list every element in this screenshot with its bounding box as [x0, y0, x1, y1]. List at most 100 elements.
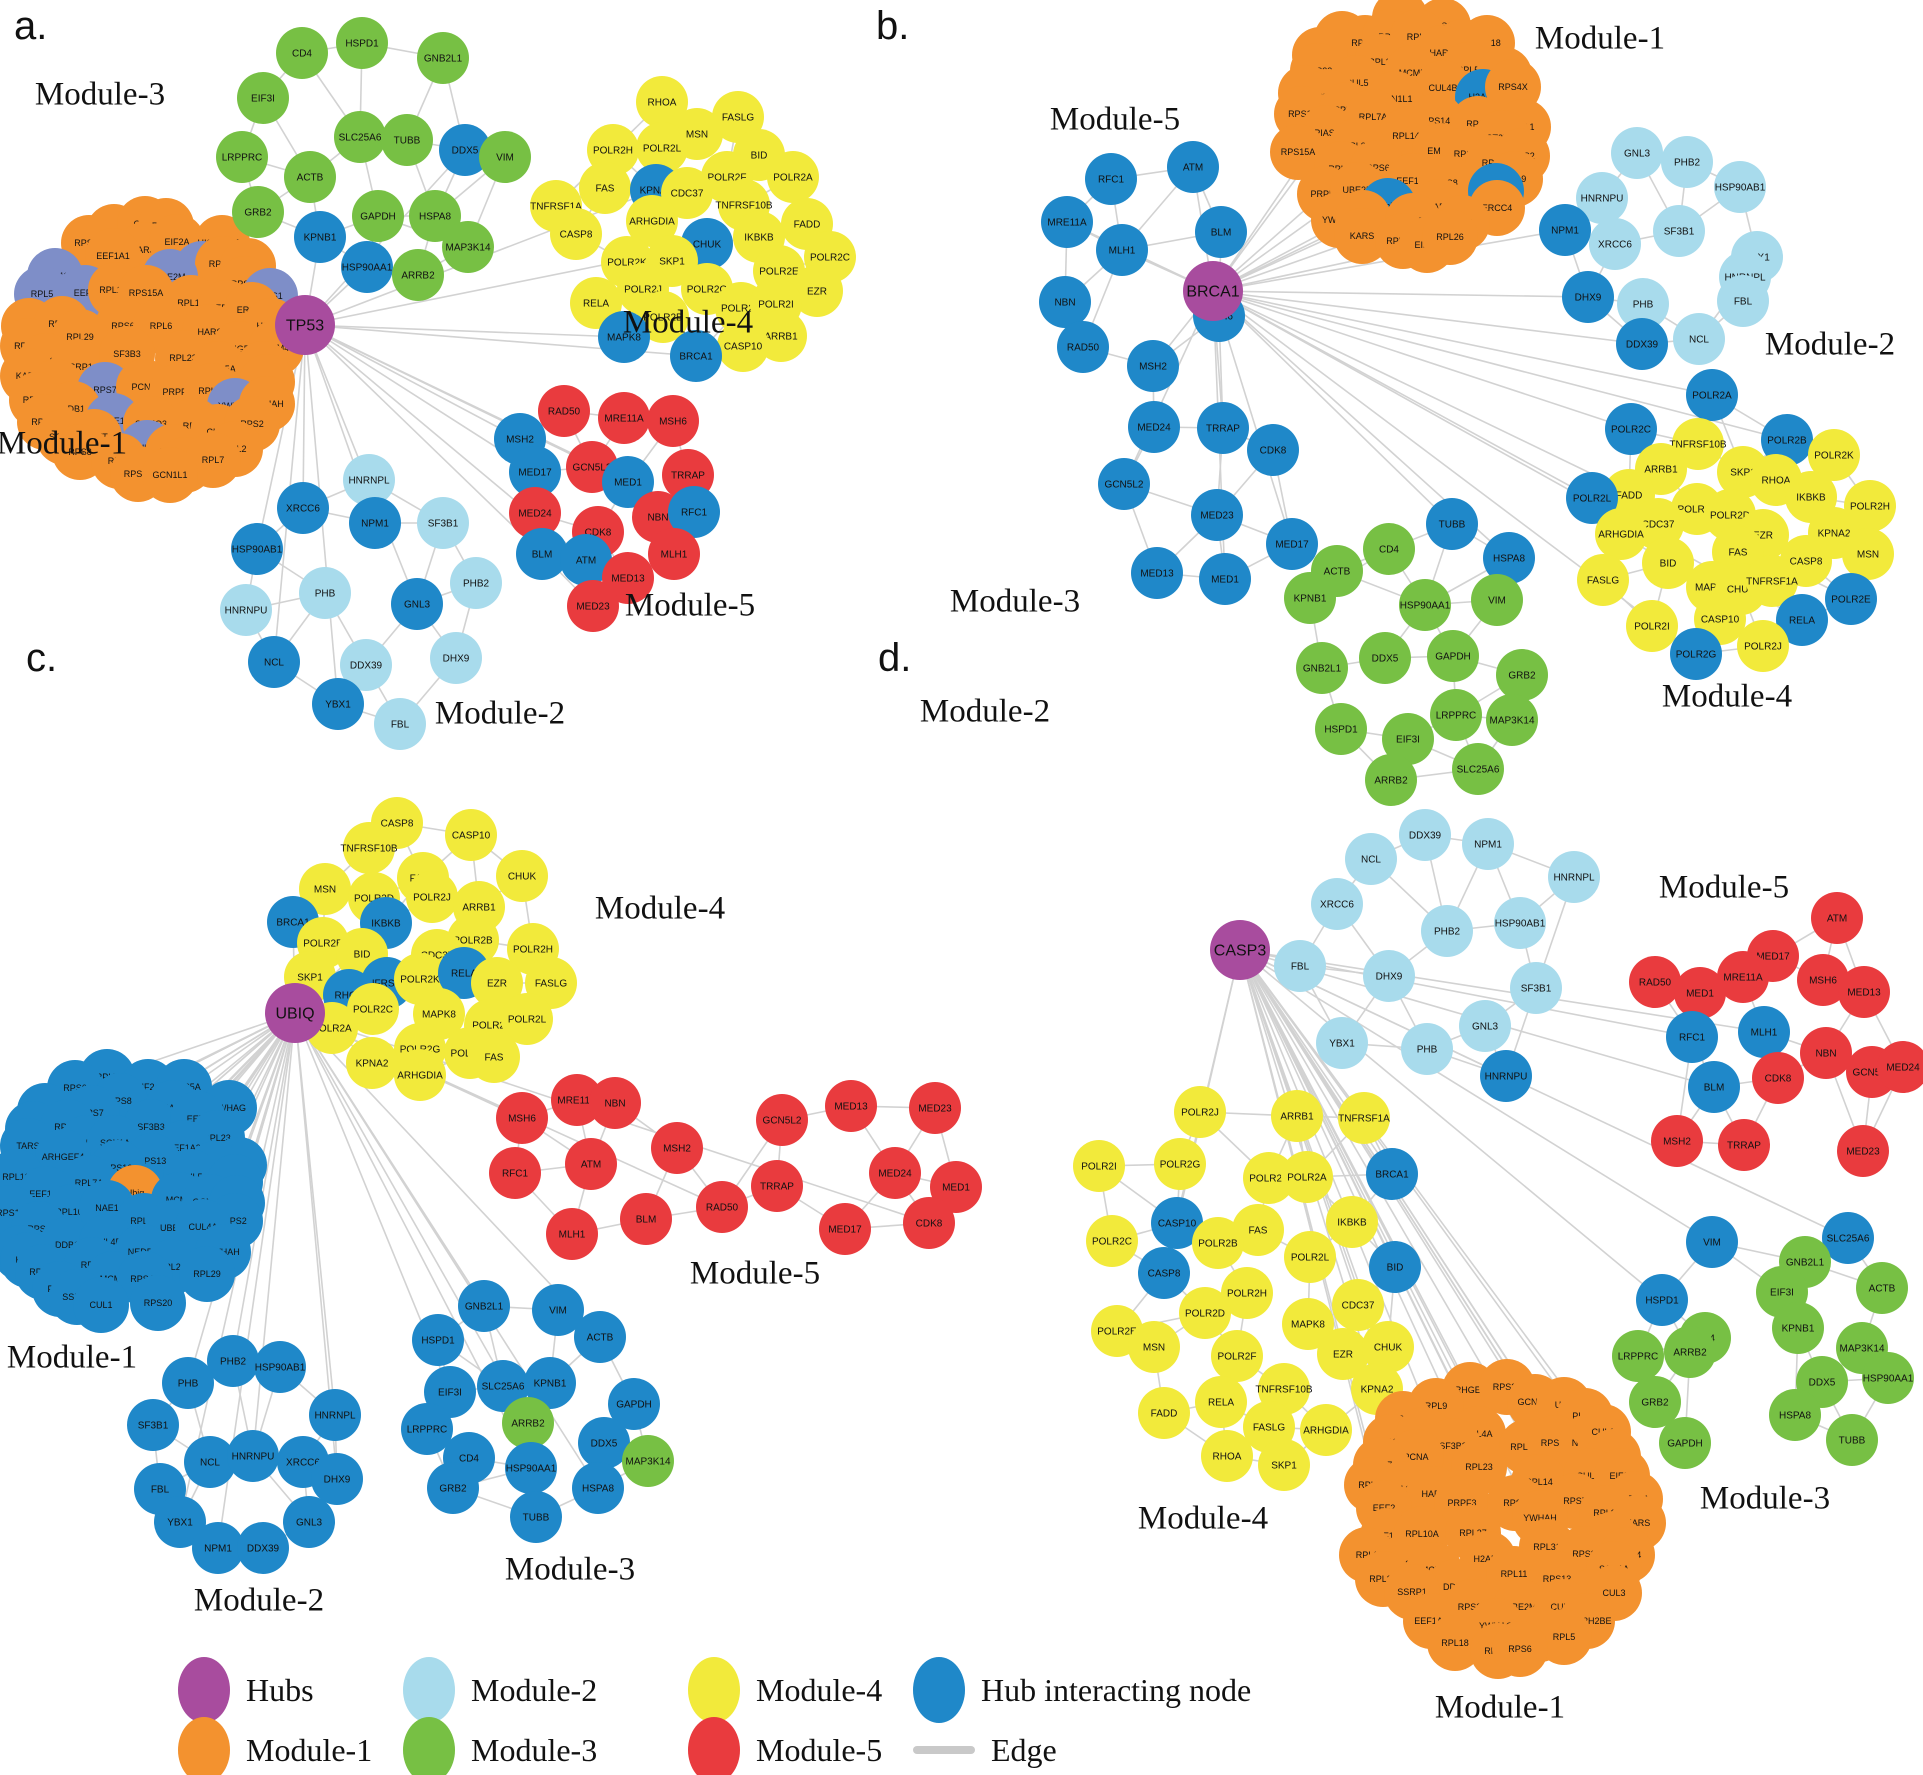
node-gnb2l1[interactable] [458, 1280, 510, 1332]
node-rela[interactable] [1776, 594, 1828, 646]
node-dhx9[interactable] [1363, 950, 1415, 1002]
node-tubb[interactable] [381, 114, 433, 166]
node-ybx1[interactable] [154, 1496, 206, 1548]
node-msh2[interactable] [1127, 340, 1179, 392]
node-rhoa[interactable] [636, 76, 688, 128]
node-gcn1l1[interactable] [142, 447, 198, 503]
node-polr2j[interactable] [1737, 620, 1789, 672]
node-polr2j[interactable] [406, 871, 458, 923]
node-faslg[interactable] [1577, 554, 1629, 606]
node-brca1[interactable] [1366, 1148, 1418, 1200]
node-gnl3[interactable] [283, 1496, 335, 1548]
node-sf3b1[interactable] [127, 1399, 179, 1451]
node-polr2k[interactable] [1243, 1152, 1295, 1204]
node-polr2a[interactable] [1686, 369, 1738, 421]
node-rpl7[interactable] [185, 432, 241, 488]
node-blm[interactable] [516, 528, 568, 580]
node-msh2[interactable] [1651, 1115, 1703, 1167]
node-arrb2[interactable] [392, 249, 444, 301]
node-cd4[interactable] [276, 27, 328, 79]
node-phb2[interactable] [207, 1335, 259, 1387]
node-hsp90aa1[interactable] [341, 241, 393, 293]
node-kars[interactable] [1334, 208, 1390, 264]
node-ybx1[interactable] [1316, 1017, 1368, 1069]
node-mapk8[interactable] [598, 311, 650, 363]
node-tubb[interactable] [510, 1491, 562, 1543]
node-phb2[interactable] [1421, 905, 1473, 957]
node-ncl[interactable] [248, 636, 300, 688]
node-rfc1[interactable] [489, 1147, 541, 1199]
node-med24[interactable] [869, 1147, 921, 1199]
node-blm[interactable] [1688, 1061, 1740, 1113]
node-xrcc6[interactable] [1589, 218, 1641, 270]
node-gapdh[interactable] [1427, 630, 1479, 682]
node-gnb2l1[interactable] [1296, 642, 1348, 694]
node-npm1[interactable] [1539, 204, 1591, 256]
node-polr2c[interactable] [347, 983, 399, 1035]
node-ddx39[interactable] [237, 1522, 289, 1574]
node-blm[interactable] [1195, 206, 1247, 258]
node-med23[interactable] [1191, 489, 1243, 541]
node-mlh1[interactable] [546, 1208, 598, 1260]
node-polr2l[interactable] [501, 993, 553, 1045]
node-msh2[interactable] [651, 1122, 703, 1174]
node-hnrnpl[interactable] [1548, 851, 1600, 903]
node-arhgdia[interactable] [1300, 1404, 1352, 1456]
node-polr2l[interactable] [636, 122, 688, 174]
node-ezr[interactable] [1317, 1328, 1369, 1380]
node-rad50[interactable] [1057, 321, 1109, 373]
node-ddx5[interactable] [1359, 632, 1411, 684]
node-med23[interactable] [1837, 1125, 1889, 1177]
node-tnfrsf1a[interactable] [1746, 555, 1798, 607]
node-casp8[interactable] [1138, 1247, 1190, 1299]
node-med1[interactable] [1674, 967, 1726, 1019]
node-phb[interactable] [299, 567, 351, 619]
node-eif3i[interactable] [237, 72, 289, 124]
node-hnrnpu[interactable] [1480, 1050, 1532, 1102]
node-mre11a[interactable] [1041, 196, 1093, 248]
node-mre11a[interactable] [598, 392, 650, 444]
node-med17[interactable] [819, 1203, 871, 1255]
node-hnrnpl[interactable] [309, 1389, 361, 1441]
node-ddx5[interactable] [439, 124, 491, 176]
node-rad50[interactable] [696, 1181, 748, 1233]
node-rpl29[interactable] [179, 1246, 235, 1302]
node-rela[interactable] [1195, 1376, 1247, 1428]
node-fbl[interactable] [374, 698, 426, 750]
node-mre11a[interactable] [551, 1074, 603, 1126]
node-rfc1[interactable] [1666, 1011, 1718, 1063]
node-polr2h[interactable] [1844, 480, 1896, 532]
node-cul1[interactable] [73, 1277, 129, 1333]
node-fbl[interactable] [1274, 940, 1326, 992]
node-fas[interactable] [1232, 1204, 1284, 1256]
node-blm[interactable] [620, 1193, 672, 1245]
node-polr2a[interactable] [767, 151, 819, 203]
node-grb2[interactable] [427, 1462, 479, 1514]
node-rfc1[interactable] [1085, 153, 1137, 205]
node-polr2i[interactable] [1626, 600, 1678, 652]
node-msh6[interactable] [647, 395, 699, 447]
node-mlh1[interactable] [1738, 1006, 1790, 1058]
node-arrb1[interactable] [1271, 1090, 1323, 1142]
node-lrpprc[interactable] [1612, 1330, 1664, 1382]
node-npm1[interactable] [192, 1522, 244, 1574]
node-med24[interactable] [509, 487, 561, 539]
node-hsp90ab1[interactable] [254, 1341, 306, 1393]
node-grb2[interactable] [1629, 1376, 1681, 1428]
node-slc25a6[interactable] [477, 1360, 529, 1412]
node-slc25a6[interactable] [334, 111, 386, 163]
node-nbn[interactable] [1800, 1027, 1852, 1079]
node-hnrnpu[interactable] [227, 1430, 279, 1482]
node-kpnb1[interactable] [524, 1357, 576, 1409]
node-atm[interactable] [560, 534, 612, 586]
node-tnfrsf10b[interactable] [343, 822, 395, 874]
node-vim[interactable] [532, 1284, 584, 1336]
node-cdc37[interactable] [661, 167, 713, 219]
node-polr2l[interactable] [1284, 1231, 1336, 1283]
node-gnl3[interactable] [391, 578, 443, 630]
node-msh6[interactable] [1797, 954, 1849, 1006]
node-hspa8[interactable] [1483, 532, 1535, 584]
node-rpl26[interactable] [1422, 209, 1478, 265]
node-med24[interactable] [1128, 401, 1180, 453]
node-hspa8[interactable] [409, 190, 461, 242]
